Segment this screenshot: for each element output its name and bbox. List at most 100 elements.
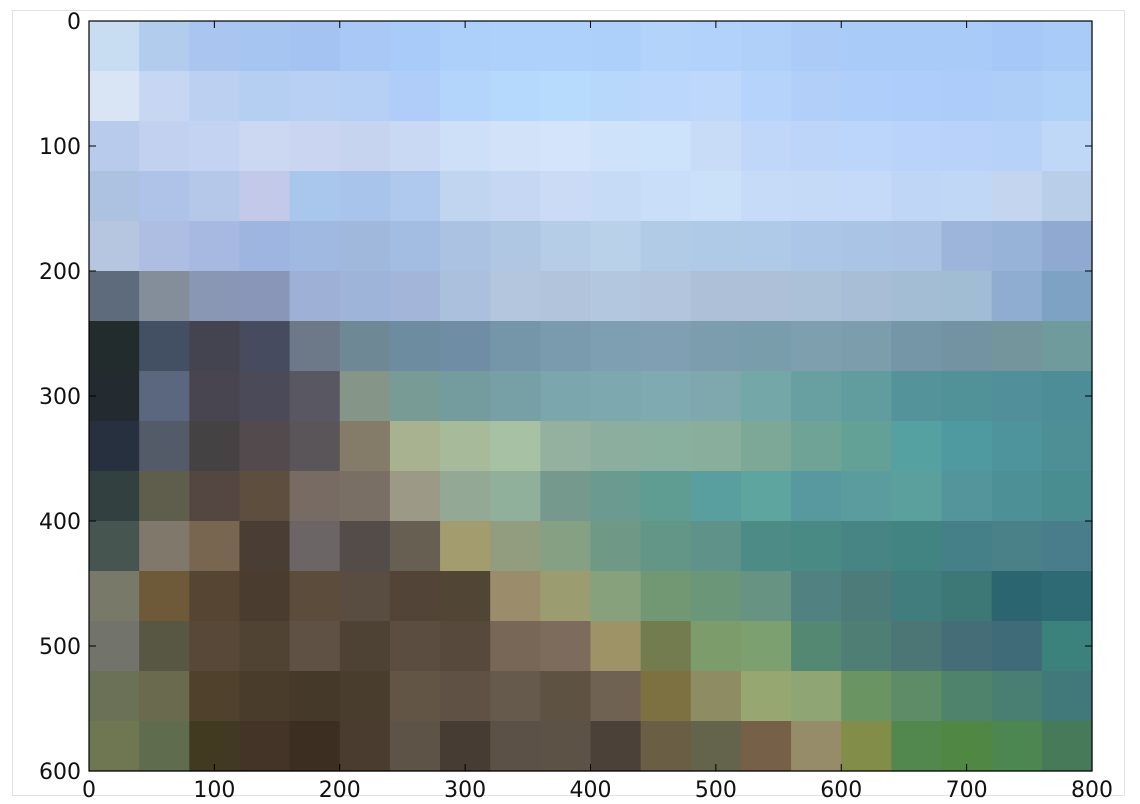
pixel-cell bbox=[891, 121, 943, 172]
pixel-cell bbox=[740, 571, 792, 622]
pixel-cell bbox=[891, 621, 943, 672]
pixel-cell bbox=[490, 271, 541, 322]
pixel-cell bbox=[841, 671, 892, 722]
pixel-cell bbox=[640, 271, 692, 322]
pixel-cell bbox=[289, 421, 341, 472]
pixel-cell bbox=[690, 571, 742, 622]
pixel-cell bbox=[540, 21, 592, 72]
pixel-cell bbox=[339, 71, 391, 122]
pixel-cell bbox=[891, 571, 943, 622]
pixel-cell bbox=[891, 21, 943, 72]
pixel-cell bbox=[590, 571, 642, 622]
pixel-cell bbox=[389, 121, 441, 172]
pixel-cell bbox=[941, 171, 993, 222]
pixel-cell bbox=[440, 121, 491, 172]
pixel-cell bbox=[690, 521, 742, 572]
pixel-cell bbox=[339, 621, 391, 672]
pixel-cell bbox=[139, 421, 190, 472]
pixel-cell bbox=[740, 371, 792, 422]
pixel-cell bbox=[139, 521, 190, 572]
pixel-cell bbox=[690, 21, 742, 72]
pixel-cell bbox=[490, 221, 541, 272]
pixel-cell bbox=[640, 721, 692, 772]
pixel-cell bbox=[89, 421, 140, 472]
pixel-cell bbox=[440, 321, 491, 372]
pixel-cell bbox=[490, 171, 541, 222]
pixel-cell bbox=[690, 621, 742, 672]
pixel-cell bbox=[590, 671, 642, 722]
pixel-cell bbox=[941, 371, 993, 422]
pixel-cell bbox=[389, 671, 441, 722]
pixel-cell bbox=[239, 171, 291, 222]
pixel-cell bbox=[941, 621, 993, 672]
pixel-cell bbox=[289, 121, 341, 172]
pixel-cell bbox=[389, 71, 441, 122]
pixel-cell bbox=[189, 671, 241, 722]
pixel-cell bbox=[540, 671, 592, 722]
pixel-cell bbox=[1041, 221, 1093, 272]
x-tick-label: 0 bbox=[82, 778, 96, 803]
pixel-cell bbox=[991, 21, 1043, 72]
pixel-cell bbox=[339, 371, 391, 422]
pixel-cell bbox=[740, 671, 792, 722]
pixel-cell bbox=[239, 121, 291, 172]
pixel-cell bbox=[991, 571, 1043, 622]
pixel-cell bbox=[841, 571, 892, 622]
pixel-cell bbox=[339, 721, 391, 772]
pixel-cell bbox=[841, 371, 892, 422]
pixel-cell bbox=[791, 421, 842, 472]
pixel-cell bbox=[389, 221, 441, 272]
pixel-cell bbox=[490, 371, 541, 422]
pixel-cell bbox=[289, 221, 341, 272]
pixel-cell bbox=[791, 571, 842, 622]
pixel-cell bbox=[89, 321, 140, 372]
pixel-cell bbox=[891, 721, 943, 772]
pixel-cell bbox=[189, 171, 241, 222]
pixel-cell bbox=[339, 571, 391, 622]
pixel-cell bbox=[389, 521, 441, 572]
pixel-cell bbox=[841, 721, 892, 772]
pixel-cell bbox=[891, 371, 943, 422]
pixel-cell bbox=[991, 221, 1043, 272]
pixel-cell bbox=[690, 471, 742, 522]
pixel-cell bbox=[540, 71, 592, 122]
pixel-cell bbox=[239, 521, 291, 572]
figure-frame bbox=[12, 10, 1125, 796]
pixel-cell bbox=[239, 221, 291, 272]
pixel-cell bbox=[139, 21, 190, 72]
x-tick-label: 300 bbox=[444, 778, 486, 803]
pixel-cell bbox=[440, 621, 491, 672]
pixel-cell bbox=[941, 321, 993, 372]
pixel-cell bbox=[841, 21, 892, 72]
pixel-cell bbox=[991, 321, 1043, 372]
pixel-cell bbox=[841, 71, 892, 122]
pixel-cell bbox=[239, 71, 291, 122]
pixel-cell bbox=[841, 421, 892, 472]
pixel-cell bbox=[339, 221, 391, 272]
pixel-cell bbox=[740, 471, 792, 522]
pixel-cell bbox=[690, 421, 742, 472]
pixel-cell bbox=[490, 671, 541, 722]
pixel-cell bbox=[389, 21, 441, 72]
pixel-cell bbox=[841, 171, 892, 222]
pixel-cell bbox=[339, 121, 391, 172]
pixel-cell bbox=[841, 221, 892, 272]
pixel-cell bbox=[941, 21, 993, 72]
pixel-cell bbox=[540, 721, 592, 772]
pixel-cell bbox=[740, 721, 792, 772]
pixel-cell bbox=[189, 221, 241, 272]
pixel-cell bbox=[540, 121, 592, 172]
pixel-cell bbox=[941, 571, 993, 622]
pixel-cell bbox=[139, 271, 190, 322]
pixel-cell bbox=[490, 121, 541, 172]
pixel-cell bbox=[339, 271, 391, 322]
pixel-cell bbox=[891, 321, 943, 372]
pixel-cell bbox=[590, 621, 642, 672]
pixel-cell bbox=[1041, 321, 1093, 372]
pixel-cell bbox=[440, 571, 491, 622]
pixel-cell bbox=[690, 671, 742, 722]
pixel-cell bbox=[139, 621, 190, 672]
pixel-cell bbox=[490, 721, 541, 772]
pixel-cell bbox=[590, 21, 642, 72]
pixel-cell bbox=[690, 371, 742, 422]
